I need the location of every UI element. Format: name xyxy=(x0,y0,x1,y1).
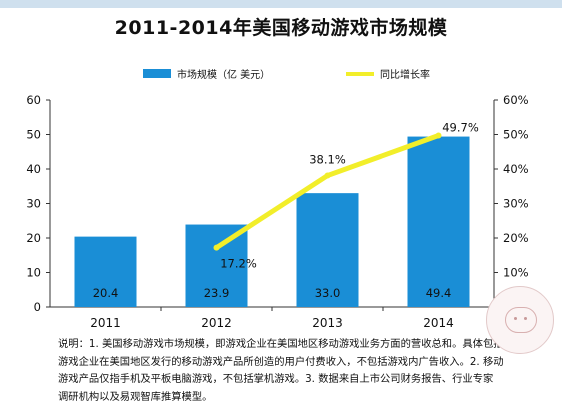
top-strip xyxy=(0,0,562,8)
growth-rate-label: 49.7% xyxy=(442,121,479,135)
legend-swatch-bar xyxy=(143,69,171,78)
chart-title: 2011-2014年美国移动游戏市场规模 xyxy=(114,17,448,39)
legend-item-market-size: 市场规模（亿 美元） xyxy=(143,66,270,81)
growth-rate-point xyxy=(435,132,442,139)
y-left-tick-label: 20 xyxy=(26,231,41,245)
legend-item-growth-rate: 同比增长率 xyxy=(346,66,430,81)
bar xyxy=(407,136,470,307)
y-left-tick-label: 40 xyxy=(26,162,41,176)
bar-value-label: 23.9 xyxy=(204,286,230,300)
y-right-tick-label: 40% xyxy=(503,162,529,176)
y-right-tick-label: 20% xyxy=(503,231,529,245)
legend: 市场规模（亿 美元） 同比增长率 xyxy=(0,66,562,84)
watermark-face-icon xyxy=(505,307,537,333)
watermark-eye-icon xyxy=(524,317,527,320)
bar xyxy=(296,193,359,307)
y-left-tick-label: 0 xyxy=(34,300,41,314)
x-tick-label: 2013 xyxy=(312,316,343,330)
x-tick-label: 2014 xyxy=(423,316,454,330)
chart-plot: 01020304050600%10%20%30%40%50%60%20.4201… xyxy=(26,93,529,330)
watermark-eye-icon xyxy=(514,317,517,320)
bar-value-label: 20.4 xyxy=(93,286,119,300)
chart-note: 说明：1. 美国移动游戏市场规模，即游戏企业在美国地区移动游戏业务方面的营收总和… xyxy=(58,336,528,406)
legend-label-growth-rate: 同比增长率 xyxy=(380,70,430,81)
note-line-1: 说明：1. 美国移动游戏市场规模，即游戏企业在美国地区移动游戏业务方面的营收总和… xyxy=(58,338,504,350)
y-left-tick-label: 10 xyxy=(26,266,41,280)
y-right-tick-label: 60% xyxy=(503,93,529,107)
y-left-tick-label: 60 xyxy=(26,93,41,107)
x-tick-label: 2012 xyxy=(201,316,232,330)
legend-label-market-size: 市场规模（亿 美元） xyxy=(177,70,271,81)
growth-rate-label: 17.2% xyxy=(220,257,257,271)
watermark-logo xyxy=(486,286,554,354)
bar-value-label: 33.0 xyxy=(315,286,341,300)
y-right-tick-label: 30% xyxy=(503,197,529,211)
x-tick-label: 2011 xyxy=(90,316,121,330)
growth-rate-point xyxy=(213,244,220,251)
bar xyxy=(74,236,137,307)
bar-value-label: 49.4 xyxy=(426,286,452,300)
note-line-4: 调研机构以及易观智库推算模型。 xyxy=(58,390,213,403)
legend-swatch-line xyxy=(346,71,374,76)
y-right-tick-label: 50% xyxy=(503,128,529,142)
growth-rate-point xyxy=(324,172,331,179)
y-left-tick-label: 50 xyxy=(26,128,41,142)
bar xyxy=(185,224,248,307)
y-right-tick-label: 10% xyxy=(503,266,529,280)
note-line-2: 游戏企业在美国地区发行的移动游戏产品所创造的用户付费收入，不包括游戏内广告收入。… xyxy=(58,355,504,368)
y-left-tick-label: 30 xyxy=(26,197,41,211)
growth-rate-label: 38.1% xyxy=(309,153,346,167)
note-line-3: 游戏产品仅指手机及平板电脑游戏，不包括掌机游戏。3. 数据来自上市公司财务报告、… xyxy=(58,373,494,385)
